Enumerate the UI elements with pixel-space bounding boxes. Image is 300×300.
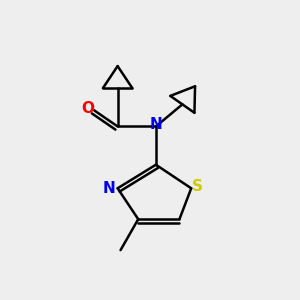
Text: O: O — [81, 101, 94, 116]
Text: N: N — [149, 117, 162, 132]
Text: S: S — [192, 179, 203, 194]
Text: N: N — [103, 181, 116, 196]
